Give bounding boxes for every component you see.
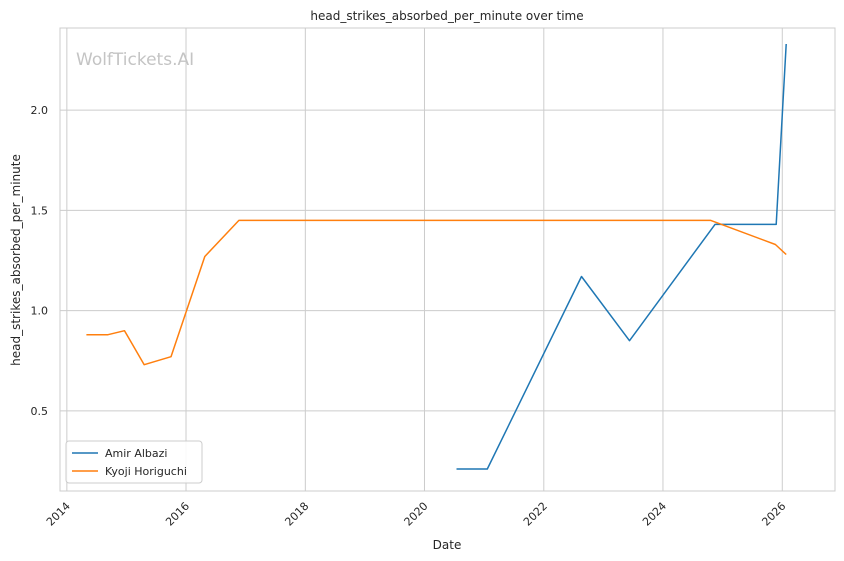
x-axis-ticks: 2014 2016 2018 2020 2022 2024 2026 xyxy=(44,500,788,529)
legend: Amir Albazi Kyoji Horiguchi xyxy=(65,440,203,484)
y-axis-ticks: 0.5 1.0 1.5 2.0 xyxy=(31,104,49,418)
x-tick-label: 2014 xyxy=(44,500,73,529)
y-tick-label: 2.0 xyxy=(31,104,49,117)
y-tick-label: 0.5 xyxy=(31,405,49,418)
y-axis-title: head_strikes_absorbed_per_minute xyxy=(9,154,23,366)
series-lines xyxy=(86,43,787,470)
gridlines xyxy=(60,28,835,491)
x-axis-title: Date xyxy=(433,538,462,552)
chart-title: head_strikes_absorbed_per_minute over ti… xyxy=(310,9,583,23)
legend-label-amir-albazi: Amir Albazi xyxy=(105,447,167,460)
series-line-0 xyxy=(456,43,787,470)
x-tick-label: 2022 xyxy=(521,500,550,529)
y-tick-label: 1.0 xyxy=(31,305,49,318)
plot-frame xyxy=(59,27,836,492)
x-tick-label: 2024 xyxy=(640,500,669,529)
series-line-1 xyxy=(86,219,787,366)
x-tick-label: 2018 xyxy=(282,500,311,529)
x-tick-label: 2016 xyxy=(163,500,192,529)
x-tick-label: 2026 xyxy=(759,500,788,529)
legend-box xyxy=(65,440,203,484)
watermark-text: WolfTickets.AI xyxy=(76,50,194,70)
y-tick-label: 1.5 xyxy=(31,204,49,217)
x-tick-label: 2020 xyxy=(402,500,431,529)
legend-label-kyoji-horiguchi: Kyoji Horiguchi xyxy=(105,465,187,478)
